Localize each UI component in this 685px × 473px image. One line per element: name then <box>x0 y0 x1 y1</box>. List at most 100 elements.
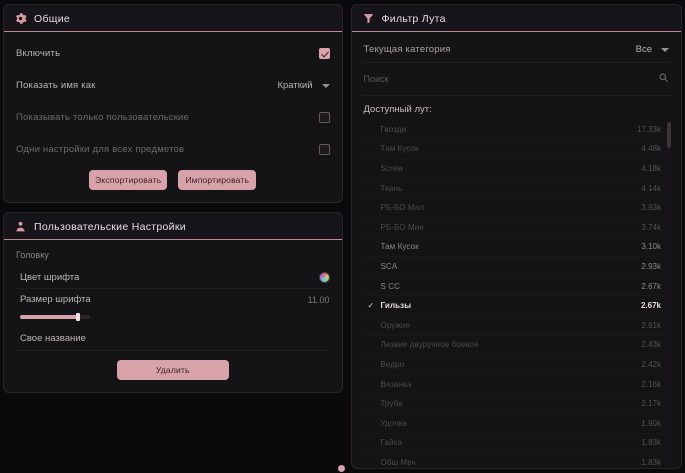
loot-item[interactable]: Обш Меч 1.83k <box>362 453 666 468</box>
font-size-row[interactable]: Размер шрифта 11.00 <box>16 289 330 310</box>
loot-item-name: Обш Меч <box>380 457 416 467</box>
loot-item-quantity: 2.16k <box>641 379 661 389</box>
loot-item[interactable]: Гвозди 17.33k <box>361 120 665 140</box>
loot-item[interactable]: Там Кусок 4.48k <box>361 140 665 160</box>
loot-item-name: Труба <box>380 399 403 409</box>
loot-item-quantity: 2.67k <box>640 301 661 311</box>
loot-item[interactable]: РБ-БО Мал 3.93k <box>361 198 665 218</box>
font-color-row[interactable]: Цвет шрифта <box>16 267 330 289</box>
loot-item-quantity: 1.83k <box>641 438 661 448</box>
row-name-display[interactable]: Показать имя как Краткий <box>16 74 330 97</box>
loot-item-quantity: 2.61k <box>641 320 661 330</box>
loot-item-quantity: 1.83k <box>641 457 661 467</box>
loot-item-name: Гильзы <box>380 301 412 311</box>
name-display-select[interactable]: Краткий <box>277 80 330 91</box>
loot-item[interactable]: Ткань 4.14k <box>361 179 665 199</box>
import-button[interactable]: Импортировать <box>178 170 257 190</box>
search-icon[interactable] <box>658 70 669 88</box>
loot-rows-container: Гвозди 17.33k Там Кусок 4.48k Screw 4.18k Ткан… <box>361 120 666 468</box>
loot-item-quantity: 1.90k <box>641 418 661 428</box>
loot-item-name: РБ-БО Мал <box>380 203 425 213</box>
loot-filter-title: Фильтр Лута <box>381 12 446 25</box>
loot-list-scrollbar[interactable] <box>667 120 671 468</box>
loot-item-quantity: 17.33k <box>636 124 661 134</box>
shared-settings-label: Одни настройки для всех предметов <box>16 144 185 155</box>
loot-item-quantity: 2.17k <box>641 399 661 409</box>
loot-item[interactable]: Screw 4.18k <box>361 159 665 179</box>
funnel-icon <box>362 12 375 25</box>
loot-item[interactable]: РБ-БО Мин 3.74k <box>361 218 665 238</box>
user-settings-body: Головку Цвет шрифта Размер шрифта 11.00 … <box>4 240 342 392</box>
font-size-slider-knob[interactable] <box>76 313 80 321</box>
category-label: Текущая категория <box>363 44 451 55</box>
row-shared-settings[interactable]: Одни настройки для всех предметов <box>16 138 330 161</box>
loot-item-name: Гвозди <box>380 124 407 134</box>
user-settings-title: Пользовательские Настройки <box>34 220 186 233</box>
search-input[interactable]: Поиск <box>363 74 389 84</box>
chevron-down-icon <box>321 83 330 88</box>
loot-item-name: Удочка <box>380 418 407 428</box>
resize-handle-dot[interactable] <box>338 465 345 472</box>
only-custom-checkbox[interactable] <box>318 112 330 123</box>
loot-item[interactable]: Гайка 1.83k <box>361 434 665 454</box>
loot-list-scroll-thumb[interactable] <box>667 122 671 148</box>
loot-item[interactable]: Ведро 2.42k <box>361 355 665 375</box>
delete-button-row: Удалить <box>16 360 330 380</box>
name-display-label: Показать имя как <box>16 80 96 91</box>
font-size-value: 11.00 <box>307 294 330 305</box>
available-loot-label: Доступный лут: <box>363 104 432 115</box>
loot-item[interactable]: Там Кусок 3.10k <box>361 238 665 258</box>
loot-item-name: Оружие <box>380 320 411 330</box>
font-size-label: Размер шрифта <box>20 294 91 305</box>
user-settings-icon <box>14 220 27 233</box>
check-icon[interactable]: ✓ <box>367 300 375 310</box>
loot-item-name: Вязанка <box>380 379 412 389</box>
loot-item-quantity: 3.74k <box>641 222 661 232</box>
row-enable[interactable]: Включить <box>16 42 330 65</box>
loot-item-quantity: 2.42k <box>641 359 661 369</box>
loot-item[interactable]: S CC 2.67k <box>361 277 665 297</box>
loot-item-quantity: 4.14k <box>641 183 661 193</box>
custom-name-input[interactable]: Свое название <box>16 328 330 351</box>
loot-item-quantity: 3.93k <box>641 203 661 213</box>
loot-item-name: Гайка <box>380 438 402 448</box>
name-display-value: Краткий <box>277 80 313 91</box>
enable-checkbox[interactable] <box>318 48 330 59</box>
category-row[interactable]: Текущая категория Все <box>361 40 671 63</box>
loot-item-quantity: 4.48k <box>641 144 661 154</box>
export-button[interactable]: Экспортировать <box>89 170 168 190</box>
general-panel-header: Общие <box>4 5 342 32</box>
loot-item-name: S CC <box>380 281 401 291</box>
row-only-custom[interactable]: Показывать только пользовательские <box>16 106 330 129</box>
import-export-buttons: Экспортировать Импортировать <box>16 170 330 190</box>
loot-item[interactable]: ✓ Гильзы 2.67k <box>361 296 665 316</box>
category-select[interactable]: Все <box>636 44 669 55</box>
loot-item-name: Там Кусок <box>380 144 419 154</box>
shared-settings-checkbox[interactable] <box>318 144 330 155</box>
loot-item[interactable]: Оружие 2.61k <box>361 316 665 336</box>
font-size-slider[interactable] <box>20 313 90 321</box>
left-column: Общие Включить Показать имя как Краткий … <box>3 4 343 469</box>
loot-item-name: Ведро <box>380 359 405 369</box>
loot-item[interactable]: Вязанка 2.16k <box>361 375 665 395</box>
loot-item-quantity: 4.18k <box>641 163 661 173</box>
search-row[interactable]: Поиск <box>361 63 671 96</box>
general-panel: Общие Включить Показать имя как Краткий … <box>3 4 343 203</box>
gear-icon <box>14 12 27 25</box>
font-size-slider-fill <box>20 315 78 319</box>
loot-item-name: Screw <box>380 163 404 173</box>
color-wheel-icon[interactable] <box>318 272 330 283</box>
user-settings-panel: Пользовательские Настройки Головку Цвет … <box>3 212 343 393</box>
loot-filter-body: Текущая категория Все Поиск Доступный лу… <box>352 32 682 468</box>
loot-list[interactable]: Гвозди 17.33k Там Кусок 4.48k Screw 4.18k Ткан… <box>361 120 671 468</box>
general-panel-title: Общие <box>34 12 71 25</box>
user-settings-header: Пользовательские Настройки <box>4 213 342 240</box>
enable-label: Включить <box>16 48 61 59</box>
user-settings-group-label: Головку <box>16 250 49 260</box>
loot-item[interactable]: Труба 2.17k <box>361 394 665 414</box>
delete-button[interactable]: Удалить <box>116 360 229 380</box>
loot-item[interactable]: Лезвие двуручное боевое 2.43k <box>361 336 665 356</box>
loot-item[interactable]: Удочка 1.90k <box>361 414 665 434</box>
loot-item[interactable]: SCA 2.93k <box>361 257 665 277</box>
